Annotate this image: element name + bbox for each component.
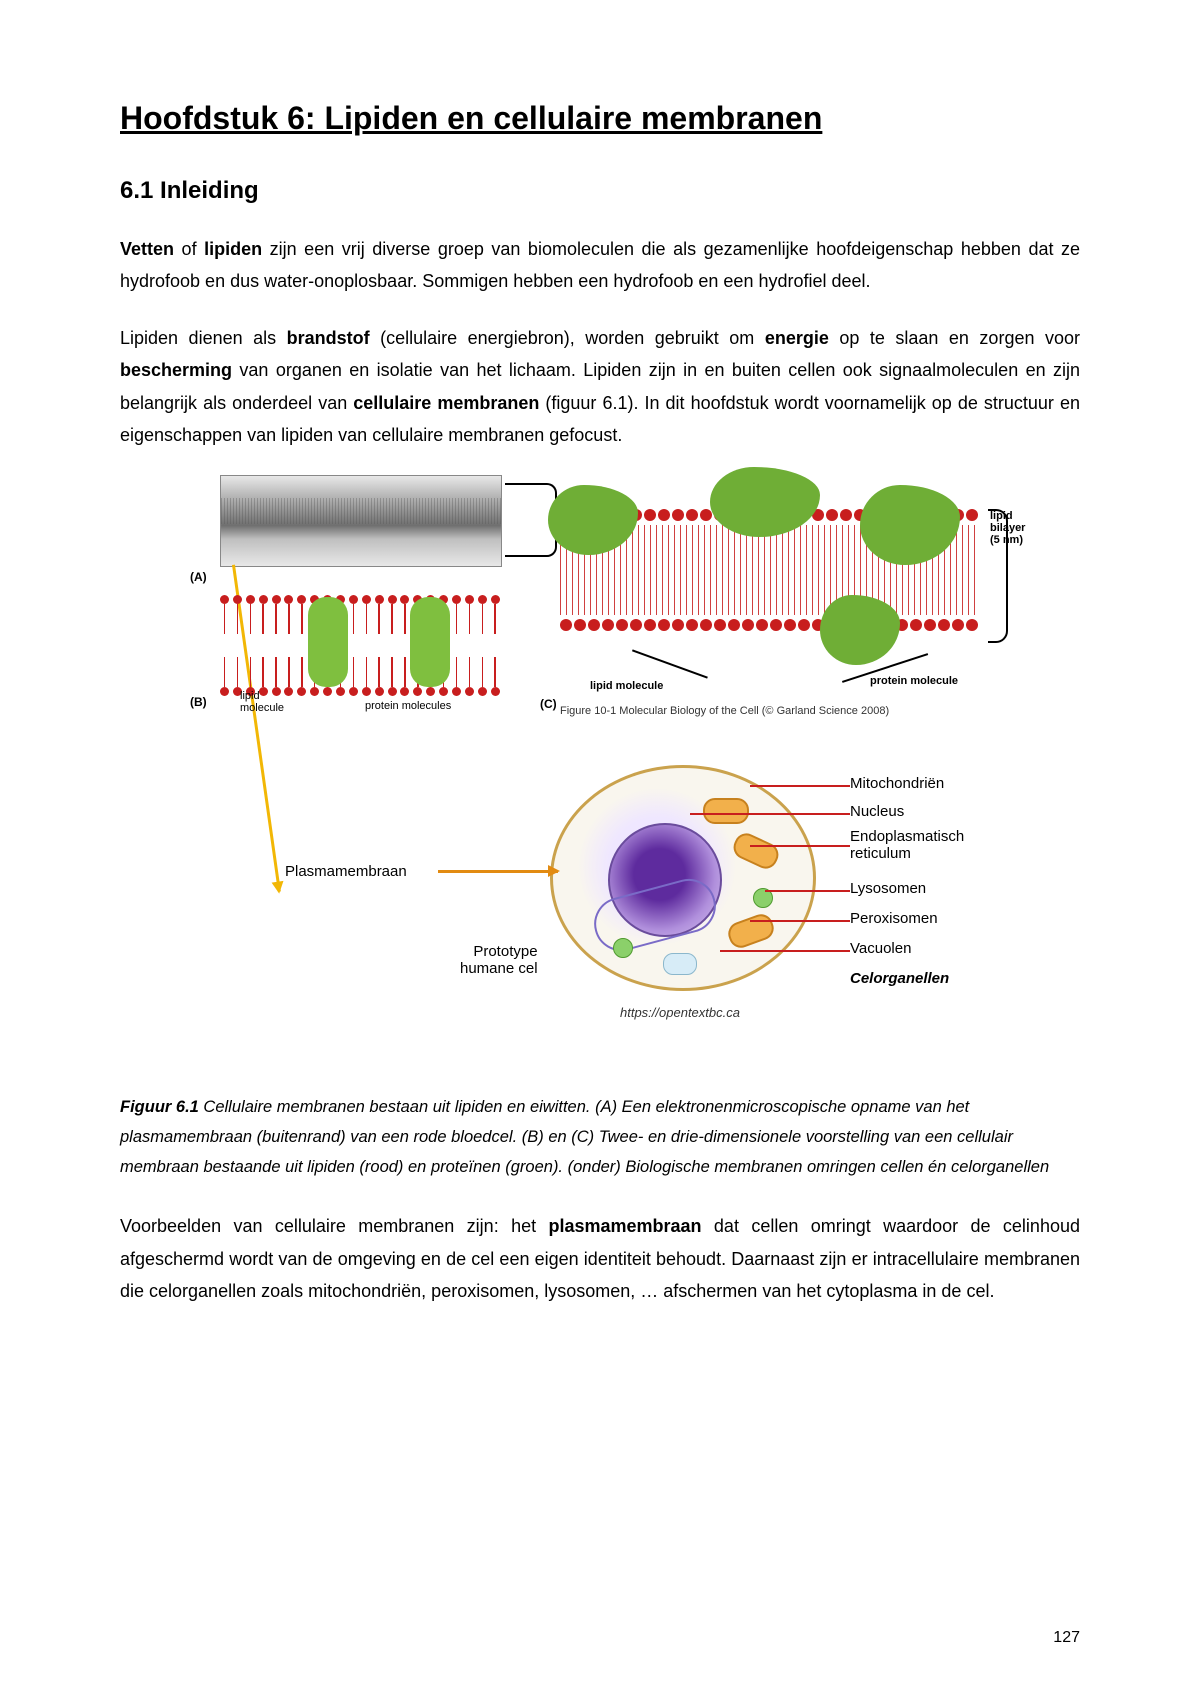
panel-a-micrograph [220,475,502,567]
section-title: 6.1 Inleiding [120,177,1080,205]
caption-lead: Figuur 6.1 [120,1098,199,1116]
text: zijn een vrij diverse groep van biomolec… [120,239,1080,291]
paragraph-3: Voorbeelden van cellulaire membranen zij… [120,1210,1080,1307]
term-plasmamembraan: plasmamembraan [548,1216,701,1236]
panel-b-label: (B) [190,695,207,709]
callout-line-icon [690,813,850,815]
callout-line-icon [750,920,850,922]
label-nucleus: Nucleus [850,803,904,820]
label-protein-molecule-3d: protein molecule [870,675,958,687]
protein-blob-icon [410,597,450,687]
chapter-title: Hoofdstuk 6: Lipiden en cellulaire membr… [120,100,1080,137]
protein-blob-icon [308,597,348,687]
term-vetten: Vetten [120,239,174,259]
label-prototype-humane-cel: Prototype humane cel [460,943,538,977]
label-lipid-molecule-3d: lipid molecule [590,680,663,692]
figure-credit: Figure 10-1 Molecular Biology of the Cel… [560,705,889,717]
text: of [174,239,204,259]
callout-line-icon [750,845,850,847]
text: (cellulaire energiebron), worden gebruik… [370,328,765,348]
lysosome-icon [613,938,633,958]
text: op te slaan en zorgen voor [829,328,1080,348]
term-brandstof: brandstof [287,328,370,348]
mitochondrion-icon [725,911,777,951]
callout-line-icon [720,950,850,952]
page-number: 127 [1053,1629,1080,1647]
page: Hoofdstuk 6: Lipiden en cellulaire membr… [0,0,1200,1697]
label-lipid-bilayer: lipid bilayer (5 nm) [990,510,1025,546]
callout-line-icon [765,890,850,892]
panel-a-label: (A) [190,570,207,584]
term-energie: energie [765,328,829,348]
label-vacuolen: Vacuolen [850,940,911,957]
term-bescherming: bescherming [120,360,232,380]
label-peroxisomen: Peroxisomen [850,910,938,927]
caption-text: Cellulaire membranen bestaan uit lipiden… [120,1098,1049,1175]
panel-b [220,595,500,695]
figure-caption: Figuur 6.1 Cellulaire membranen bestaan … [120,1093,1080,1182]
orange-arrow-icon [438,870,558,873]
paragraph-2: Lipiden dienen als brandstof (cellulaire… [120,322,1080,452]
label-lysosomen: Lysosomen [850,880,926,897]
text: Lipiden dienen als [120,328,287,348]
callout-line-icon [750,785,850,787]
vacuole-icon [663,953,697,975]
label-protein-molecules-2d: protein molecules [365,700,451,712]
mitochondrion-icon [730,830,783,873]
mitochondrion-icon [703,798,749,824]
label-er: Endoplasmatisch reticulum [850,828,964,862]
term-cellulaire-membranen: cellulaire membranen [353,393,539,413]
figure-url: https://opentextbc.ca [620,1005,740,1020]
label-lipid-molecule-2d: lipid molecule [240,690,284,714]
panel-c [560,475,980,695]
label-plasmamembraan: Plasmamembraan [285,863,407,880]
panel-c-label: (C) [540,697,557,711]
label-mitochondrien: Mitochondriën [850,775,944,792]
term-lipiden: lipiden [204,239,262,259]
paragraph-1: Vetten of lipiden zijn een vrij diverse … [120,233,1080,298]
figure-6-1: (A) (B) lipid molecule protein molecules [190,475,1010,1075]
label-celorganellen: Celorganellen [850,970,949,987]
cell-diagram [550,765,816,991]
text: Voorbeelden van cellulaire membranen zij… [120,1216,548,1236]
